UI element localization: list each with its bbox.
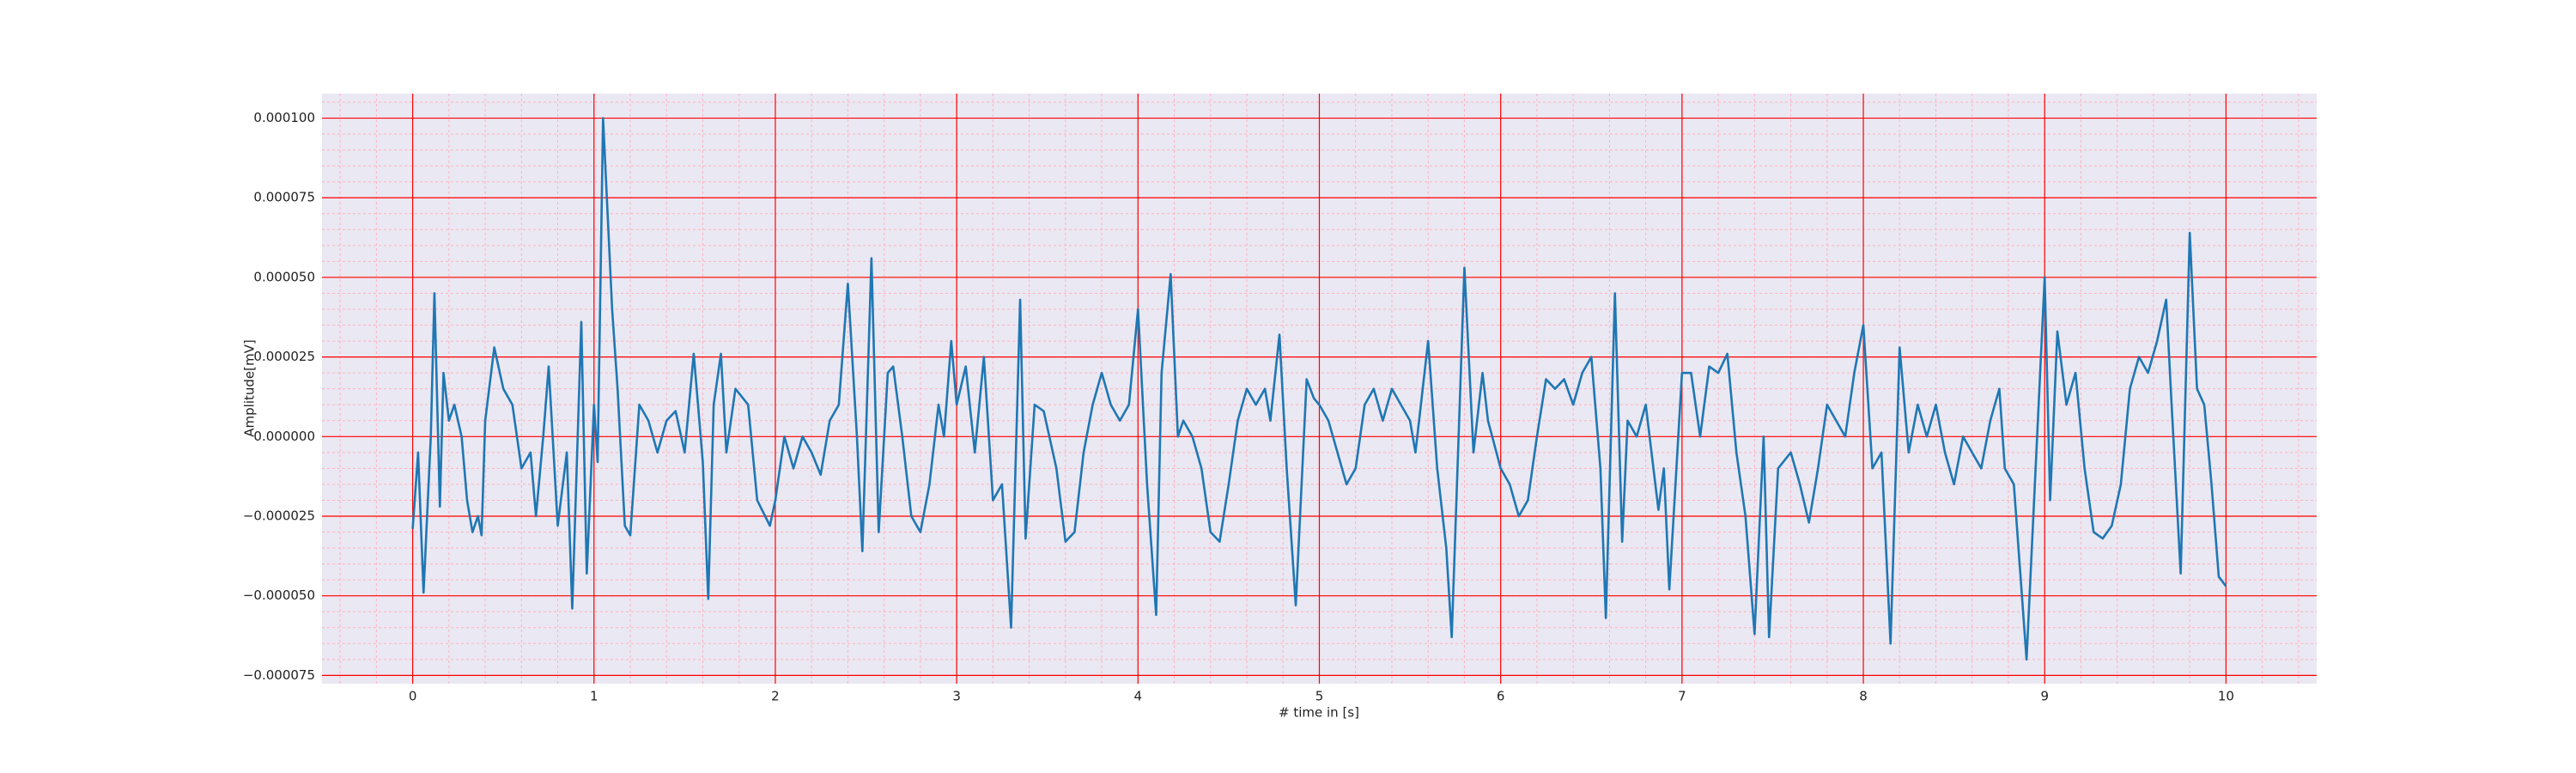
x-tick-label: 8 [1859,689,1868,704]
y-tick-label: −0.000025 [243,508,315,523]
series-line [411,117,2227,661]
y-tick-label: 0.000000 [253,429,315,444]
y-tick-label: −0.000075 [243,667,315,683]
x-axis-label: # time in [s] [1279,705,1359,721]
y-tick-label: 0.000075 [253,190,315,205]
y-tick-label: −0.000050 [243,587,315,603]
y-tick-label: 0.000025 [253,349,315,364]
x-tick-label: 5 [1315,689,1324,704]
x-tick-label: 3 [952,689,961,704]
x-tick-label: 0 [409,689,417,704]
x-tick-label: 6 [1497,689,1505,704]
x-tick-label: 4 [1134,689,1143,704]
x-tick-label: 9 [2040,689,2049,704]
x-tick-label: 2 [771,689,780,704]
x-tick-label: 10 [2218,689,2234,704]
y-tick-label: 0.000050 [253,269,315,284]
x-tick-label: 1 [590,689,598,704]
y-axis-label: Amplitude[mV] [242,339,258,436]
y-tick-label: 0.000100 [253,110,315,125]
x-tick-label: 7 [1678,689,1686,704]
